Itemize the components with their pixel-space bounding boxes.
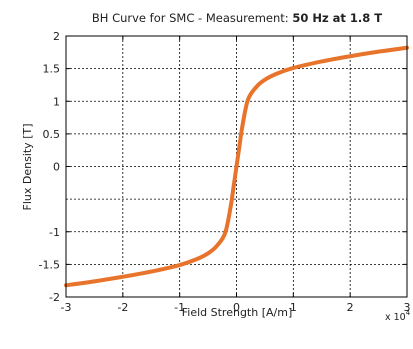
y-tick-label-7: -2 xyxy=(49,291,60,304)
chart-title: BH Curve for SMC - Measurement: 50 Hz at… xyxy=(92,11,382,25)
series-layer xyxy=(64,45,409,288)
series-line-0 xyxy=(64,45,409,288)
y-tick-label-2: 1 xyxy=(53,95,60,108)
x-multiplier-base: x 10 xyxy=(385,312,406,323)
y-tick-label-6: -1.5 xyxy=(39,258,60,271)
x-tick-label-4: 1 xyxy=(290,301,297,314)
y-tick-label-1: 1.5 xyxy=(43,63,61,76)
x-tick-label-2: -1 xyxy=(174,301,185,314)
y-tick-label-0: 2 xyxy=(53,30,60,43)
x-tick-label-6: 3 xyxy=(404,301,411,314)
x-tick-label-3: 0 xyxy=(233,301,240,314)
x-tick-label-5: 2 xyxy=(347,301,354,314)
x-tick-label-0: -3 xyxy=(61,301,72,314)
y-tick-label-3: 0.5 xyxy=(43,128,61,141)
x-tick-label-1: -2 xyxy=(117,301,128,314)
y-axis-label: Flux Density [T] xyxy=(21,124,34,211)
x-multiplier: x 104 xyxy=(385,309,411,323)
grid xyxy=(66,36,407,297)
chart-title-prefix: BH Curve for SMC - Measurement: xyxy=(92,11,292,25)
y-tick-label-4: 0 xyxy=(53,161,60,174)
x-axis: -3 -2 -1 0 1 2 3 xyxy=(61,36,411,314)
y-axis: 2 1.5 1 0.5 0 -1 -1.5 -2 xyxy=(39,30,407,304)
x-axis-label: Field Strength [A/m] xyxy=(182,306,293,319)
y-tick-label-5: -1 xyxy=(49,226,60,239)
chart-title-bold: 50 Hz at 1.8 T xyxy=(292,11,382,25)
x-multiplier-exponent: 4 xyxy=(406,309,411,317)
